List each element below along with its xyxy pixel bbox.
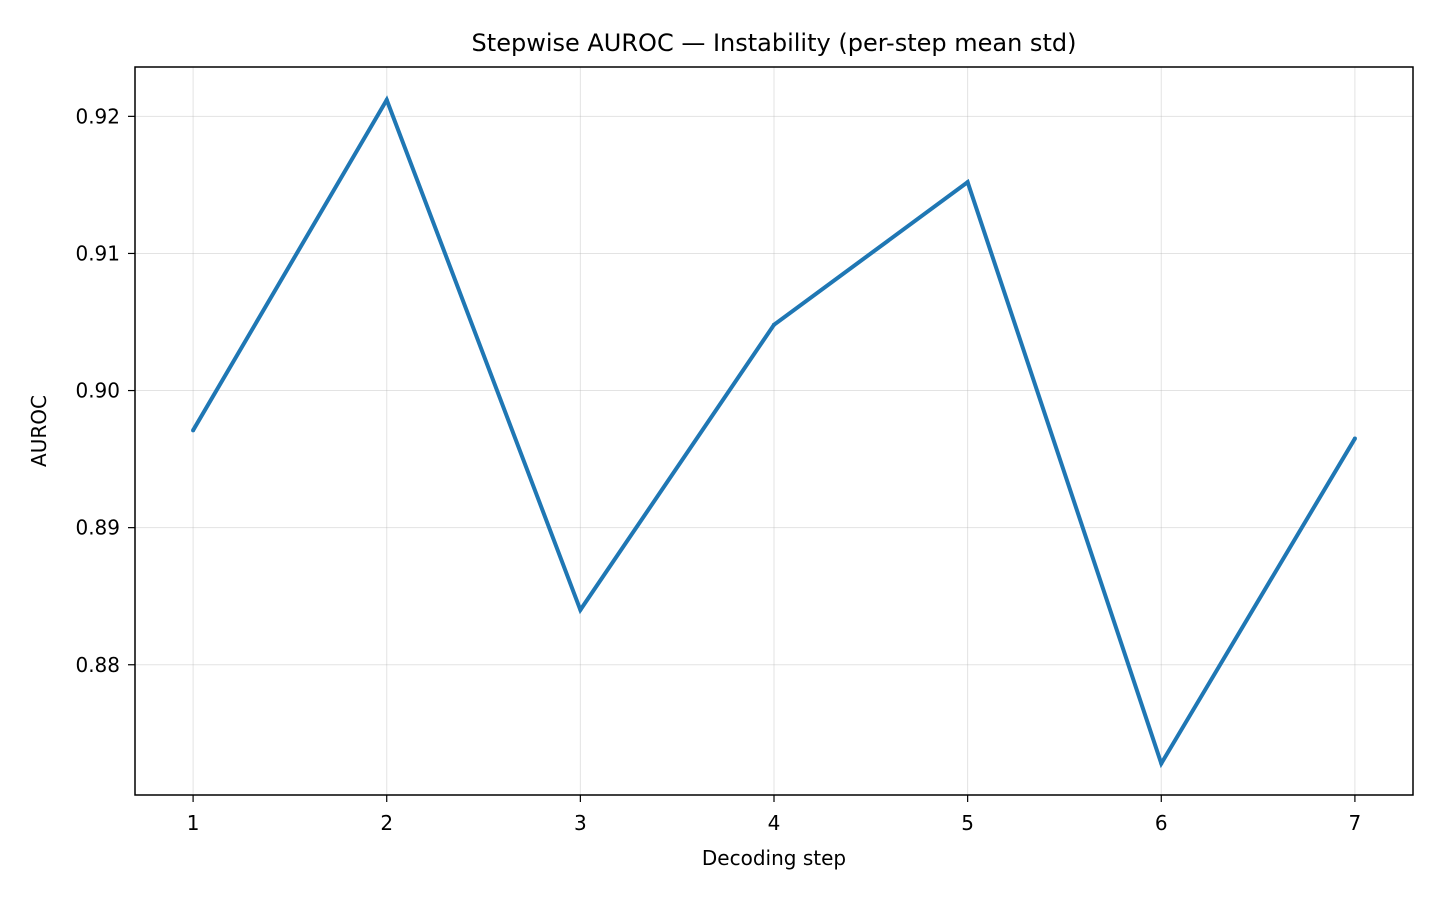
x-tick-label: 4	[768, 811, 781, 835]
chart-title: Stepwise AUROC — Instability (per-step m…	[472, 29, 1077, 57]
x-tick-label: 1	[187, 811, 200, 835]
data-point	[384, 97, 389, 102]
data-point	[1352, 436, 1357, 441]
x-tick-label: 2	[380, 811, 393, 835]
data-point	[578, 607, 583, 612]
data-point	[191, 428, 196, 433]
y-tick-label: 0.91	[75, 241, 120, 265]
y-tick-label: 0.90	[75, 379, 120, 403]
data-point	[772, 322, 776, 327]
grid	[135, 67, 1413, 795]
x-tick-label: 5	[961, 811, 974, 835]
x-axis-label: Decoding step	[702, 846, 846, 870]
x-tick-label: 6	[1155, 811, 1168, 835]
ticks: 1 2 3 4 5 6 7 0.88 0.89 0.90 0.91 0.92	[75, 104, 1361, 835]
y-tick-label: 0.92	[75, 104, 120, 128]
y-tick-label: 0.88	[75, 653, 120, 677]
x-tick-label: 7	[1349, 811, 1362, 835]
y-axis-label: AUROC	[27, 395, 51, 467]
data-point	[965, 180, 970, 185]
x-tick-label: 3	[574, 811, 587, 835]
data-point	[1159, 761, 1164, 766]
y-tick-label: 0.89	[75, 516, 120, 540]
series-layer	[191, 95, 1357, 769]
